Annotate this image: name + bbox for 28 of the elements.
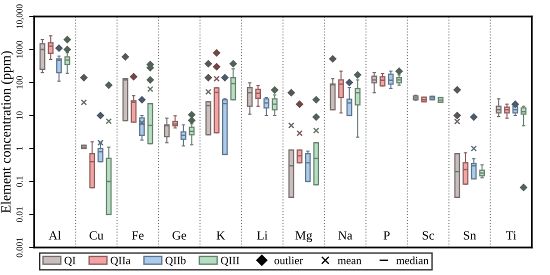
y-tick-label: 0.001 [16,238,23,258]
y-tick-label: 10,000 [16,4,24,28]
y-tick-label: 0.1 [16,176,23,187]
x-tick-label: Na [338,231,352,240]
y-tick-label: 1000 [16,40,23,58]
legend-label: QIIa [110,256,130,266]
text: median [396,256,429,264]
legend-label: QI [64,256,76,266]
x-tick-label: Fe [132,231,144,240]
y-tick-label: 100 [16,76,23,88]
y-tick-label: 10 [16,111,23,120]
text: outlier [274,256,303,264]
x-tick-label: Sn [464,231,476,240]
x-tick-label: Ge [172,231,186,240]
y-axis-title: Element concentration (ppm) [0,51,14,213]
x-tick-label: Mg [295,231,312,242]
legend-label: QIII [220,256,240,266]
x-tick-label: Li [257,231,268,240]
y-tick-label: 0.01 [16,207,23,222]
legend-label: QIIb [166,256,186,266]
x-tick-label: K [216,231,226,240]
x-tick-label: Cu [90,231,104,240]
x-tick-label: Al [48,230,61,240]
x-tick-label: Sc [422,231,434,240]
x-tick-label: Ti [506,231,516,240]
x-tick-label: P [384,231,390,240]
y-tick-label: 1 [16,146,22,150]
text: mean [338,258,362,264]
